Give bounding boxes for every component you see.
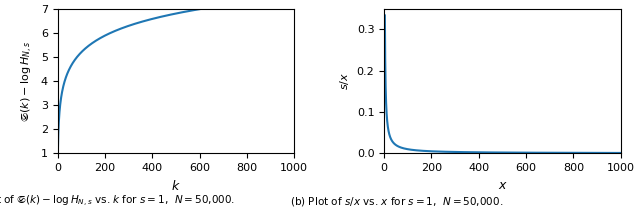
Text: (a) Plot of $\mathfrak{S}(k) - \log H_{N,s}$ vs. $k$ for $s = 1$,  $N = 50{,}000: (a) Plot of $\mathfrak{S}(k) - \log H_{N… [0, 194, 236, 209]
Y-axis label: $\mathfrak{S}(k) - \log H_{N,s}$: $\mathfrak{S}(k) - \log H_{N,s}$ [20, 40, 35, 121]
Y-axis label: $s/x$: $s/x$ [338, 72, 351, 90]
Text: (b) Plot of $s/x$ vs. $x$ for $s = 1$,  $N = 50{,}000$.: (b) Plot of $s/x$ vs. $x$ for $s = 1$, $… [290, 195, 504, 208]
X-axis label: $k$: $k$ [171, 179, 180, 193]
X-axis label: $x$: $x$ [497, 179, 508, 192]
